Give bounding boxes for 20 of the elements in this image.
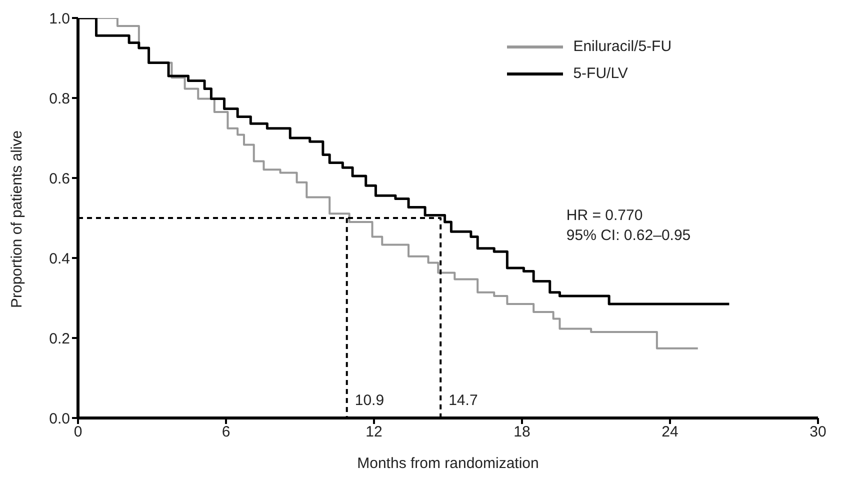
x-axis-title: Months from randomization bbox=[357, 455, 539, 472]
y-tick-label: 0.6 bbox=[49, 170, 70, 188]
x-tick-label: 18 bbox=[514, 424, 530, 441]
x-tick-label: 6 bbox=[222, 424, 230, 441]
y-tick-label: 0.8 bbox=[49, 90, 70, 108]
x-tick-label: 30 bbox=[810, 424, 826, 441]
y-tick-label: 1.0 bbox=[49, 10, 70, 28]
x-tick-label: 0 bbox=[74, 424, 82, 441]
annotation: HR = 0.770 bbox=[566, 206, 644, 226]
y-axis-title: Proportion of patients alive bbox=[8, 130, 26, 308]
annotation: 10.9 bbox=[354, 392, 384, 409]
y-tick-label: 0.4 bbox=[49, 250, 70, 268]
legend-label: 5-FU/LV bbox=[573, 65, 628, 82]
x-tick-label: 24 bbox=[662, 424, 678, 441]
y-tick-label: 0.0 bbox=[49, 410, 70, 428]
y-tick-label: 0.2 bbox=[49, 330, 70, 348]
annotation: 14.7 bbox=[448, 392, 478, 409]
legend-label: Eniluracil/5-FU bbox=[573, 38, 672, 55]
x-tick-label: 12 bbox=[366, 424, 382, 441]
annotation: 95% CI: 0.62–0.95 bbox=[566, 226, 691, 246]
